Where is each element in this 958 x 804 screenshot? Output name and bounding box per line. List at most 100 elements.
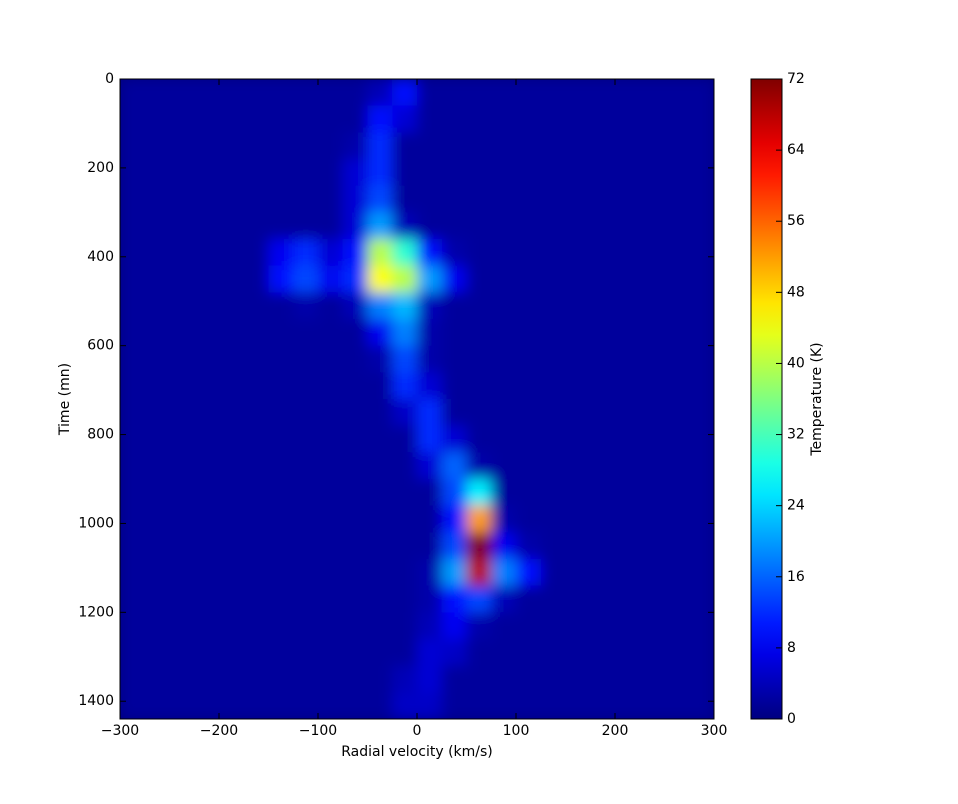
heatmap-cell xyxy=(516,505,542,533)
heatmap-cell xyxy=(516,425,542,453)
heatmap-cell xyxy=(590,399,616,427)
heatmap-cell xyxy=(615,79,641,107)
heatmap-cell xyxy=(417,239,443,267)
x-tick-label: 200 xyxy=(602,723,629,739)
heatmap-cell xyxy=(639,692,665,719)
heatmap-cell xyxy=(293,692,319,719)
heatmap-cell xyxy=(466,559,492,587)
heatmap-cell xyxy=(615,532,641,560)
heatmap-cell xyxy=(219,585,245,613)
heatmap-cell xyxy=(516,79,542,107)
heatmap-cell xyxy=(540,345,566,373)
heatmap-cell xyxy=(219,239,245,267)
heatmap-cell xyxy=(615,239,641,267)
heatmap-cell xyxy=(367,505,393,533)
heatmap-cell xyxy=(417,505,443,533)
heatmap-cell xyxy=(441,185,467,213)
heatmap-cell xyxy=(243,159,269,187)
heatmap-cell xyxy=(590,159,616,187)
heatmap-cell xyxy=(219,505,245,533)
heatmap-cell xyxy=(120,185,146,213)
heatmap-cell xyxy=(417,612,443,640)
heatmap-cell xyxy=(318,425,344,453)
heatmap-cell xyxy=(491,372,517,400)
heatmap-cell xyxy=(664,452,690,480)
heatmap-cell xyxy=(540,372,566,400)
heatmap-cell xyxy=(639,505,665,533)
heatmap-cell xyxy=(590,505,616,533)
heatmap-cell xyxy=(615,505,641,533)
heatmap-cell xyxy=(516,212,542,240)
heatmap-cell xyxy=(293,212,319,240)
heatmap-cell xyxy=(441,639,467,667)
heatmap-cell xyxy=(367,212,393,240)
heatmap-cell xyxy=(318,372,344,400)
heatmap-cell xyxy=(615,452,641,480)
heatmap-cell xyxy=(194,319,220,347)
heatmap-cell xyxy=(664,479,690,507)
heatmap-cell xyxy=(243,105,269,133)
heatmap-cell xyxy=(268,239,294,267)
heatmap-cell xyxy=(268,532,294,560)
heatmap-cell xyxy=(169,399,195,427)
heatmap-cell xyxy=(169,185,195,213)
heatmap-cell xyxy=(342,639,368,667)
heatmap-cell xyxy=(441,212,467,240)
heatmap-cell xyxy=(466,399,492,427)
heatmap-cell xyxy=(392,399,418,427)
heatmap-cell xyxy=(615,479,641,507)
heatmap-cell xyxy=(293,479,319,507)
heatmap-cell xyxy=(392,132,418,160)
heatmap-cell xyxy=(194,612,220,640)
heatmap-cell xyxy=(243,479,269,507)
heatmap-cell xyxy=(689,132,714,160)
heatmap-cell xyxy=(144,239,170,267)
heatmap-cell xyxy=(565,559,591,587)
heatmap-cell xyxy=(367,425,393,453)
heatmap-cell xyxy=(417,265,443,293)
heatmap-cell xyxy=(318,159,344,187)
heatmap-cell xyxy=(318,212,344,240)
heatmap-cell xyxy=(441,612,467,640)
heatmap-cell xyxy=(120,212,146,240)
heatmap-cell xyxy=(144,639,170,667)
heatmap-cell xyxy=(318,105,344,133)
heatmap-cell xyxy=(342,105,368,133)
heatmap-cell xyxy=(342,79,368,107)
heatmap-cell xyxy=(491,105,517,133)
heatmap-cell xyxy=(367,532,393,560)
heatmap-cell xyxy=(491,345,517,373)
heatmap-cell xyxy=(417,372,443,400)
heatmap-cell xyxy=(491,532,517,560)
heatmap-cell xyxy=(491,292,517,320)
heatmap-cell xyxy=(243,425,269,453)
heatmap-cell xyxy=(243,505,269,533)
heatmap-cell xyxy=(268,372,294,400)
heatmap-cell xyxy=(466,452,492,480)
heatmap-cell xyxy=(441,665,467,693)
heatmap-cell xyxy=(491,212,517,240)
heatmap-cell xyxy=(540,292,566,320)
heatmap-cell xyxy=(392,265,418,293)
x-tick-label: −300 xyxy=(101,723,139,739)
heatmap-cell xyxy=(194,239,220,267)
heatmap-cell xyxy=(268,132,294,160)
heatmap-cell xyxy=(466,292,492,320)
heatmap-cell xyxy=(243,692,269,719)
heatmap-cell xyxy=(639,212,665,240)
heatmap-cell xyxy=(516,532,542,560)
heatmap-cell xyxy=(120,79,146,107)
heatmap-cell xyxy=(664,79,690,107)
heatmap-cell xyxy=(169,692,195,719)
heatmap-cell xyxy=(392,559,418,587)
heatmap-cell xyxy=(293,292,319,320)
heatmap-cell xyxy=(491,585,517,613)
heatmap-cell xyxy=(491,399,517,427)
heatmap-cell xyxy=(243,239,269,267)
heatmap-cell xyxy=(516,612,542,640)
heatmap-cell xyxy=(615,559,641,587)
heatmap-cell xyxy=(120,585,146,613)
heatmap-cell xyxy=(268,319,294,347)
heatmap-cell xyxy=(120,239,146,267)
heatmap-cell xyxy=(466,159,492,187)
